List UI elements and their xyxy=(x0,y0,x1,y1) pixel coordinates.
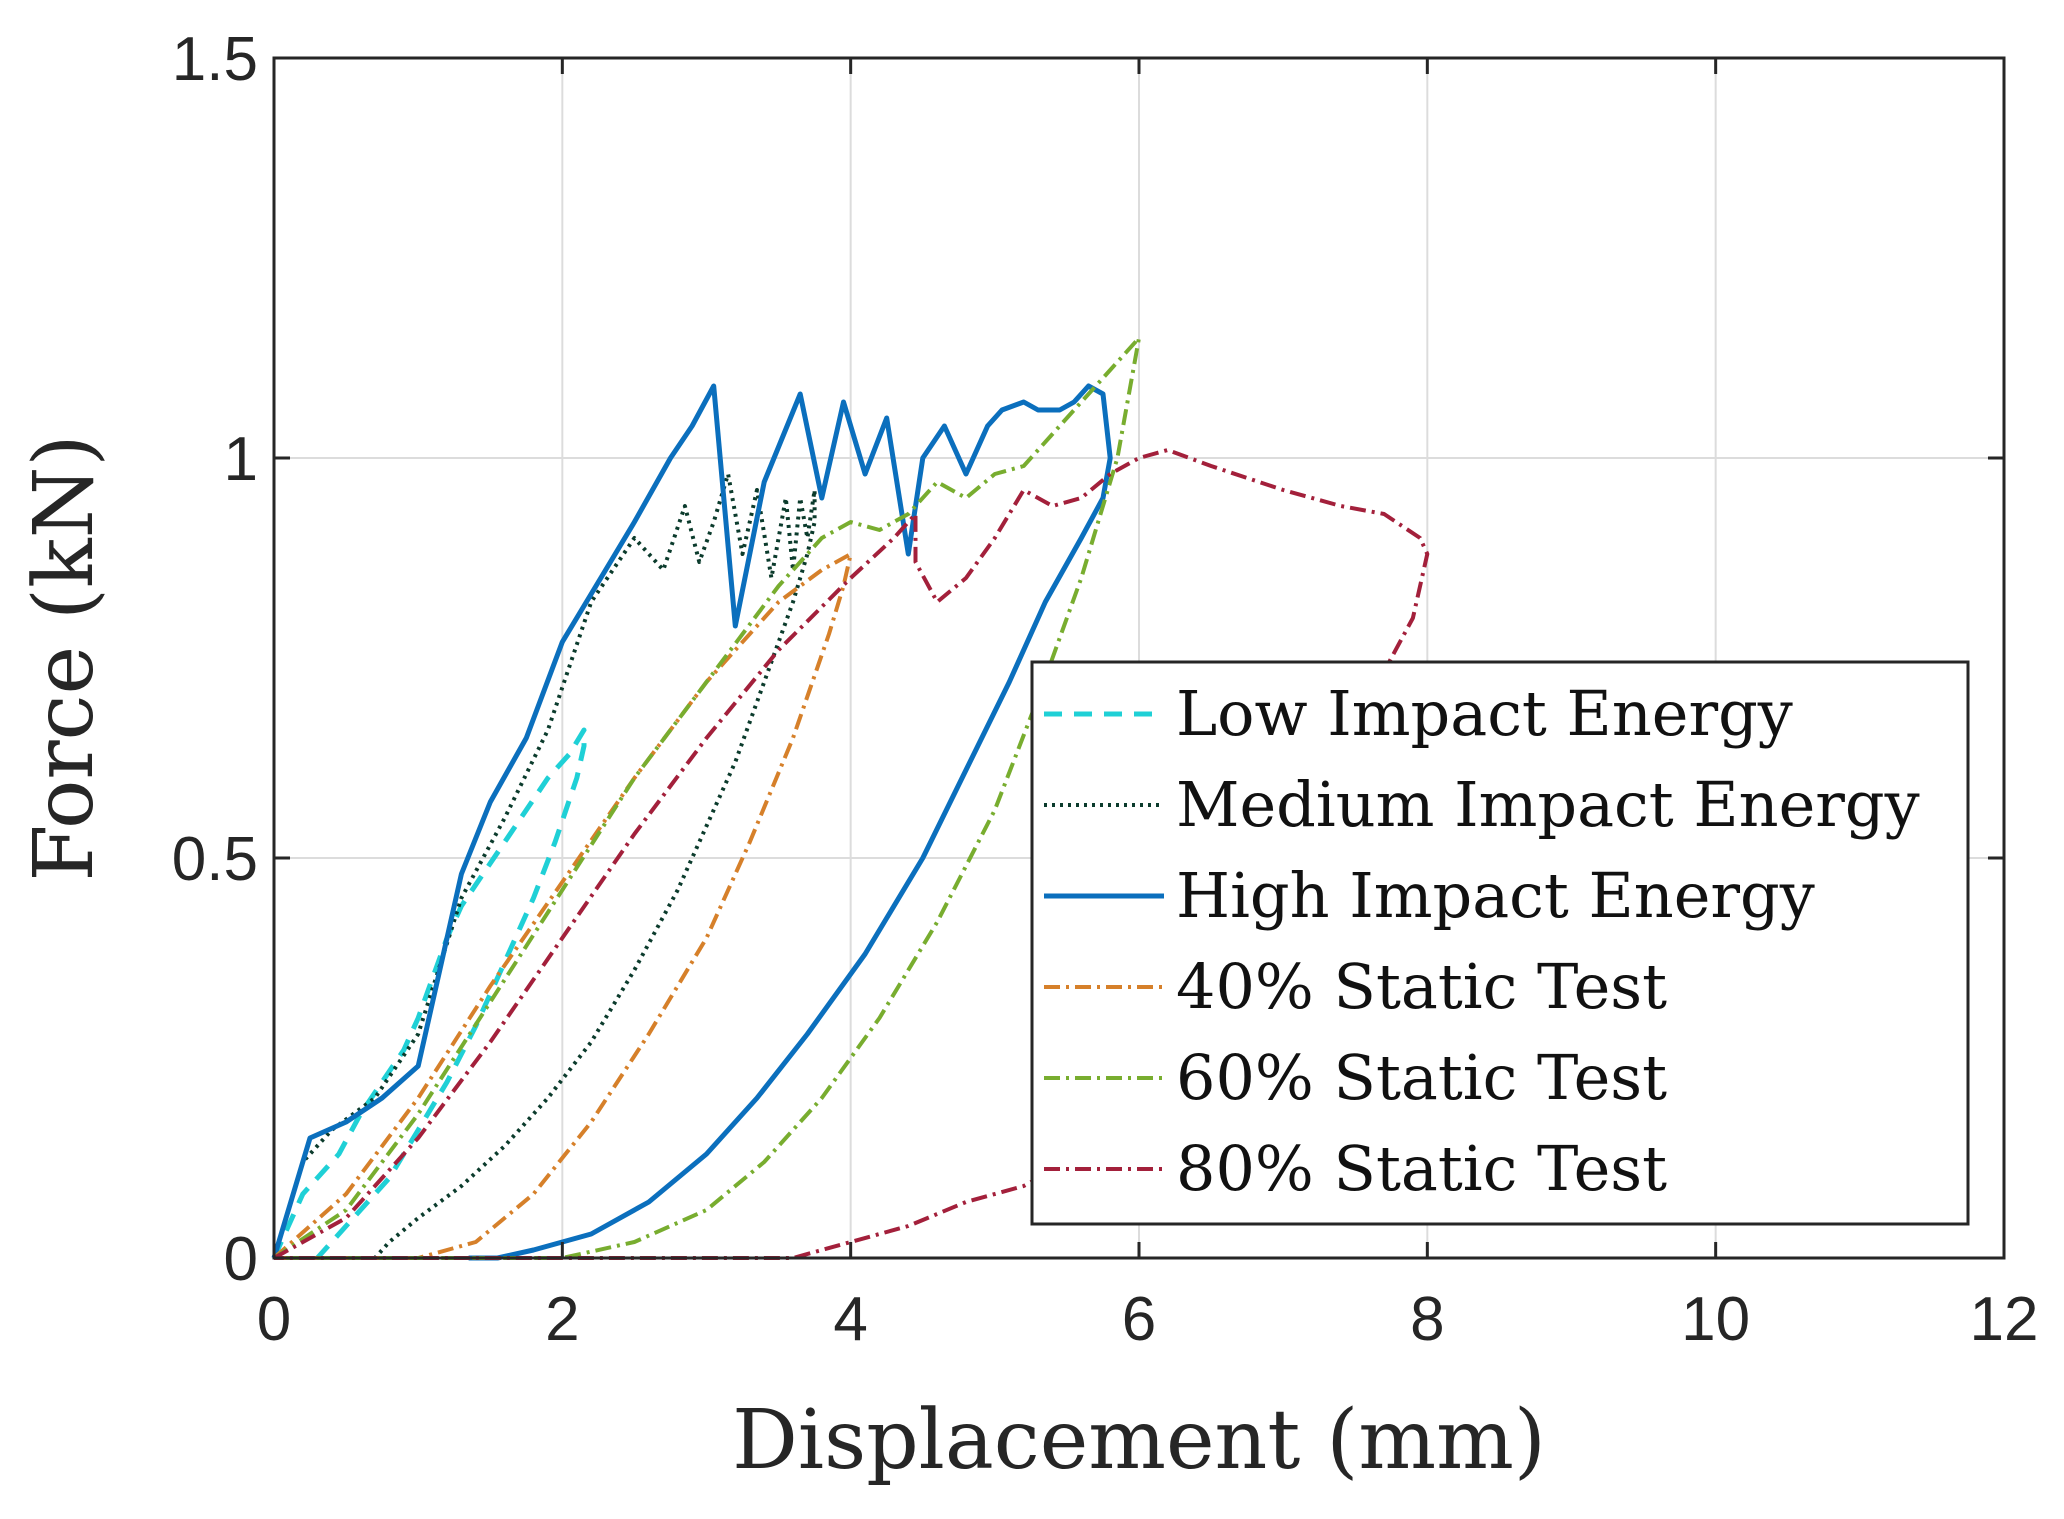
legend-label-4: 40% Static Test xyxy=(1176,950,1667,1023)
series-layer xyxy=(271,336,1430,1261)
x-tick-label: 6 xyxy=(1122,1285,1156,1354)
y-tick-label: 0.5 xyxy=(172,825,258,894)
x-tick-label: 12 xyxy=(1970,1285,2039,1354)
series-line-4 xyxy=(272,552,853,1260)
x-tick-label: 8 xyxy=(1410,1285,1444,1354)
x-tick-label: 10 xyxy=(1681,1285,1750,1354)
x-axis-title: Displacement (mm) xyxy=(732,1393,1546,1488)
legend-label-6: 80% Static Test xyxy=(1176,1132,1667,1205)
series-line-5 xyxy=(272,336,1141,1260)
y-axis-title: Force (kN) xyxy=(17,435,112,882)
legend-label-1: Low Impact Energy xyxy=(1176,677,1793,750)
ticks: 0 2 4 6 8 10 12 0 0.5 1 1.5 xyxy=(172,25,2039,1354)
series-line-3 xyxy=(271,383,1113,1261)
legend-label-5: 60% Static Test xyxy=(1176,1041,1667,1114)
legend: Low Impact Energy Medium Impact Energy Hig… xyxy=(1030,660,1970,1226)
series-line-1 xyxy=(271,727,587,1260)
legend-box xyxy=(1030,660,1970,1226)
series-line-6 xyxy=(273,448,1430,1260)
x-tick-label: 0 xyxy=(257,1285,291,1354)
legend-label-3: High Impact Energy xyxy=(1176,859,1815,932)
x-tick-label: 4 xyxy=(833,1285,867,1354)
y-tick-label: 1 xyxy=(224,425,258,494)
legend-label-2: Medium Impact Energy xyxy=(1176,768,1920,841)
y-tick-label: 1.5 xyxy=(172,25,258,94)
y-tick-label: 0 xyxy=(224,1225,258,1294)
series-line-2 xyxy=(272,472,817,1260)
x-tick-label: 2 xyxy=(545,1285,579,1354)
